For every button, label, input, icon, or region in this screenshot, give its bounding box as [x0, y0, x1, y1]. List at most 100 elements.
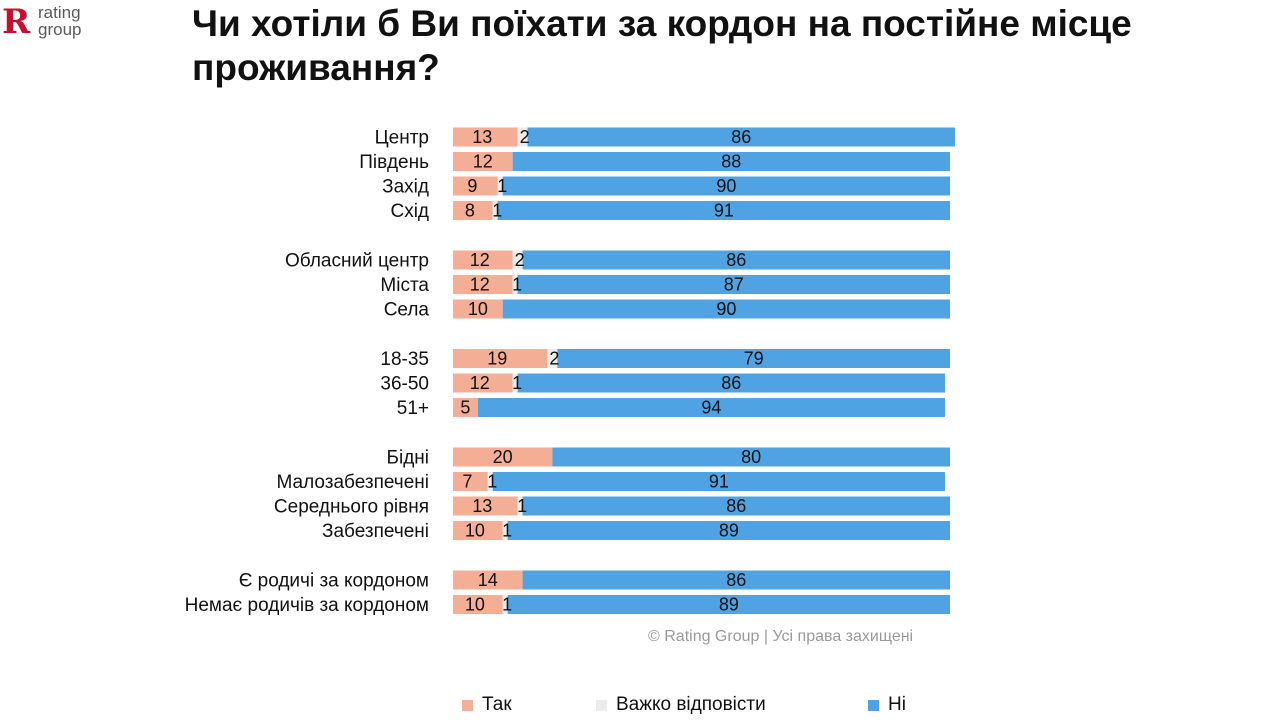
bar-segment-yes: [453, 201, 493, 220]
data-label-yes: 12: [470, 373, 490, 393]
category-label: 18-35: [380, 349, 429, 370]
bar-segment-yes: [453, 398, 478, 417]
data-label-hard: 1: [497, 176, 507, 196]
bar-segment-hard: [487, 472, 493, 491]
logo-word-rating: rating: [38, 3, 81, 22]
bar-segment-yes: [453, 595, 503, 614]
data-label-hard: 1: [492, 201, 502, 221]
bar-segment-hard: [502, 521, 508, 540]
bar-segment-no: [522, 250, 950, 270]
data-label-no: 86: [726, 250, 746, 270]
bar-segment-hard: [492, 201, 498, 220]
category-label: Є родичі за кордоном: [239, 571, 429, 592]
category-label: Немає родичів за кордоном: [185, 595, 429, 616]
data-label-no: 79: [744, 349, 764, 369]
bar-segment-hard: [512, 275, 518, 294]
data-label-yes: 12: [470, 275, 490, 295]
bar-segment-no: [507, 595, 950, 614]
bar-row: Бідні 20 80: [387, 447, 950, 469]
data-label-no: 94: [701, 398, 721, 418]
bar-segment-hard: [512, 250, 523, 270]
data-label-yes: 20: [493, 447, 513, 467]
category-label: Схід: [390, 201, 429, 222]
data-label-yes: 12: [473, 152, 493, 172]
bar-segment-no: [502, 176, 950, 196]
bar-segment-yes: [453, 521, 503, 540]
bar-segment-yes: [453, 250, 513, 270]
data-label-no: 86: [731, 127, 751, 147]
bar-segment-hard: [517, 127, 528, 147]
data-label-yes: 19: [487, 349, 507, 369]
bar-row: 18-35 19 2 79: [380, 349, 950, 370]
data-label-no: 86: [721, 373, 741, 393]
bar-segment-no: [522, 496, 950, 516]
bar-row: Південь 12 88: [359, 152, 950, 173]
bar-row: Є родичі за кордоном 14 86: [239, 570, 950, 592]
data-label-hard: 1: [502, 521, 512, 541]
data-label-no: 91: [714, 201, 734, 221]
legend-swatch-hard: [596, 700, 607, 711]
bar-segment-yes: [453, 127, 518, 147]
category-label: Бідні: [387, 448, 430, 469]
bar-segment-no: [512, 152, 950, 171]
data-label-hard: 1: [512, 373, 522, 393]
bar-segment-yes: [453, 447, 553, 467]
bar-row: Середнього рівня 13 1 86: [274, 496, 950, 518]
bar-segment-yes: [453, 152, 513, 171]
bar-segment-yes: [453, 176, 498, 196]
bar-row: 36-50 12 1 86: [380, 373, 946, 395]
bar-segment-hard: [547, 349, 558, 368]
data-label-yes: 13: [472, 127, 492, 147]
rating-group-logo: R rating group: [2, 4, 102, 42]
bar-segment-no: [517, 373, 946, 393]
bar-segment-no: [502, 299, 950, 319]
data-label-yes: 10: [465, 595, 485, 615]
bar-row: Малозабезпечені 7 1 91: [277, 472, 946, 493]
bar-segment-no: [552, 447, 950, 467]
data-label-no: 89: [719, 521, 739, 541]
logo-mark: R: [2, 2, 31, 42]
category-label: Південь: [359, 152, 429, 173]
chart-legend: Так Важко відповісти Ні: [0, 690, 1280, 718]
bar-segment-hard: [512, 373, 518, 393]
bar-segment-hard: [502, 595, 508, 614]
category-label: Забезпечені: [322, 521, 429, 542]
data-label-yes: 10: [465, 521, 485, 541]
bar-segment-no: [497, 201, 950, 220]
data-label-hard: 2: [549, 349, 559, 369]
data-label-no: 88: [721, 152, 741, 172]
bar-segment-no: [517, 275, 950, 294]
data-label-no: 91: [709, 472, 729, 492]
logo-word-group: group: [38, 20, 82, 39]
bar-segment-no: [507, 521, 950, 540]
data-label-hard: 1: [517, 496, 527, 516]
legend-label-yes: Так: [482, 694, 512, 715]
bar-segment-yes: [453, 496, 518, 516]
logo-wordmark: rating group: [38, 4, 102, 38]
category-label: 36-50: [380, 374, 429, 395]
bar-row: Забезпечені 10 1 89: [322, 521, 950, 542]
category-label: Захід: [382, 177, 429, 198]
legend-swatch-no: [868, 700, 879, 711]
category-label: Малозабезпечені: [277, 472, 429, 493]
chart-title: Чи хотіли б Ви поїхати за кордон на пост…: [192, 3, 1132, 88]
bar-segment-yes: [453, 299, 503, 319]
data-label-no: 86: [726, 496, 746, 516]
bar-row: Захід 9 1 90: [382, 176, 950, 198]
bar-row: Міста 12 1 87: [380, 275, 950, 296]
category-label: Міста: [380, 275, 429, 296]
data-label-yes: 8: [465, 201, 475, 221]
legend-label-no: Ні: [888, 694, 906, 715]
data-label-hard: 2: [515, 250, 525, 270]
copyright-notice: © Rating Group | Усі права захищені: [648, 628, 914, 645]
category-label: Села: [384, 300, 430, 321]
data-label-hard: 1: [487, 472, 497, 492]
bar-row: Села 10 90: [384, 299, 950, 321]
bar-segment-yes: [453, 275, 513, 294]
bar-segment-no: [477, 398, 946, 417]
bar-segment-yes: [453, 373, 513, 393]
data-label-yes: 12: [470, 250, 490, 270]
bar-segment-yes: [453, 570, 523, 590]
bar-segment-no: [527, 127, 955, 147]
